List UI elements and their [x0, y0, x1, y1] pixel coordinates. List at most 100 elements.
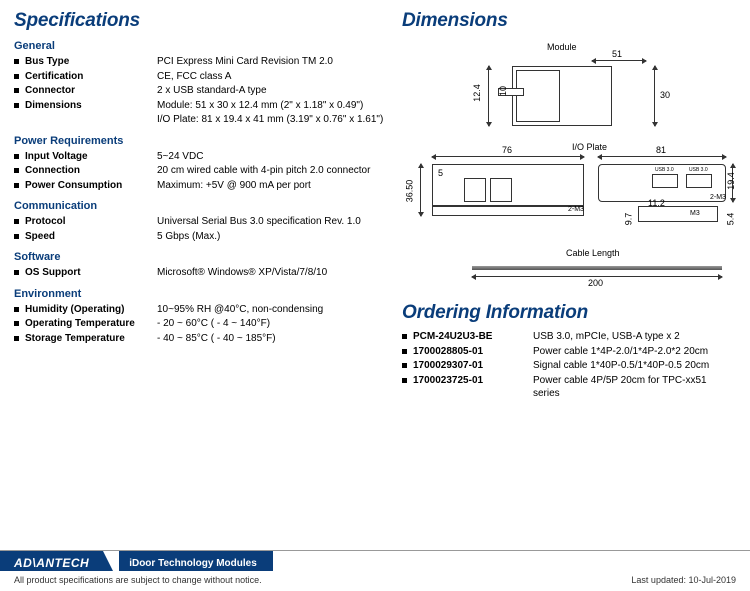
bullet-icon — [14, 219, 19, 224]
spec-label: 1700029307-01 — [413, 359, 533, 373]
spec-value: Signal cable 1*40P-0.5/1*40P-0.5 20cm — [533, 359, 736, 373]
footer-bar: AD\ANTECH iDoor Technology Modules — [0, 551, 750, 571]
spec-label: Certification — [25, 70, 157, 84]
spec-label: Bus Type — [25, 55, 157, 69]
spec-label: 1700028805-01 — [413, 345, 533, 359]
spec-label: Input Voltage — [25, 150, 157, 164]
ordering-title: Ordering Information — [402, 302, 736, 324]
bullet-icon — [14, 74, 19, 79]
spec-row: Bus TypePCI Express Mini Card Revision T… — [14, 55, 384, 69]
spec-label: Speed — [25, 230, 157, 244]
bullet-icon — [14, 307, 19, 312]
brand-triangle — [103, 551, 113, 571]
cable-label: Cable Length — [566, 248, 620, 258]
specifications-column: Specifications General Bus TypePCI Expre… — [14, 10, 384, 402]
cable-graphic — [472, 266, 722, 270]
spec-value: 20 cm wired cable with 4-pin pitch 2.0 c… — [157, 164, 384, 178]
bullet-icon — [14, 234, 19, 239]
footer-line: All product specifications are subject t… — [0, 571, 750, 591]
spec-value: Universal Serial Bus 3.0 specification R… — [157, 215, 384, 229]
bullet-icon — [14, 270, 19, 275]
spec-row: Input Voltage5~24 VDC — [14, 150, 384, 164]
bullet-icon — [14, 103, 19, 108]
spec-value: 5 Gbps (Max.) — [157, 230, 384, 244]
spec-value: 10~95% RH @40°C, non-condensing — [157, 303, 384, 317]
plate-right-usb2 — [686, 174, 712, 188]
dim-76: 76 — [502, 145, 512, 155]
plate-right-usb1 — [652, 174, 678, 188]
bullet-icon — [402, 334, 407, 339]
dim-81: 81 — [656, 145, 666, 155]
screw-2m3-b: 2-M3 — [710, 194, 726, 201]
screw-m3: M3 — [690, 210, 700, 217]
spec-value: Maximum: +5V @ 900 mA per port — [157, 179, 384, 193]
spec-row: Operating Temperature- 20 ~ 60°C ( - 4 ~… — [14, 317, 384, 331]
dim-module-h2 — [488, 66, 489, 126]
spec-label: Connection — [25, 164, 157, 178]
dim-124: 12.4 — [472, 84, 482, 102]
spec-value: CE, FCC class A — [157, 70, 384, 84]
bullet-icon — [14, 154, 19, 159]
spec-value: 5~24 VDC — [157, 150, 384, 164]
spec-label: OS Support — [25, 266, 157, 280]
group-general: General — [14, 40, 384, 52]
bullet-icon — [14, 59, 19, 64]
module-label: Module — [547, 42, 577, 52]
spec-value: Microsoft® Windows® XP/Vista/7/8/10 — [157, 266, 384, 280]
spec-row: OS SupportMicrosoft® Windows® XP/Vista/7… — [14, 266, 384, 280]
spec-row: DimensionsModule: 51 x 30 x 12.4 mm (2" … — [14, 99, 384, 113]
usb-lbl-2: USB 3.0 — [689, 167, 708, 173]
spec-row: ProtocolUniversal Serial Bus 3.0 specifi… — [14, 215, 384, 229]
page-content: Specifications General Bus TypePCI Expre… — [0, 0, 750, 402]
dim-plate-w-right — [598, 156, 726, 157]
plate-left-sub — [432, 206, 584, 216]
spec-value: - 40 ~ 85°C ( - 40 ~ 185°F) — [157, 332, 384, 346]
bullet-icon — [14, 336, 19, 341]
usb-lbl-1: USB 3.0 — [655, 167, 674, 173]
group-env: Environment — [14, 288, 384, 300]
bullet-icon — [402, 378, 407, 383]
spec-row: Speed5 Gbps (Max.) — [14, 230, 384, 244]
spec-label: Humidity (Operating) — [25, 303, 157, 317]
spec-row: PCM-24U2U3-BEUSB 3.0, mPCIe, USB-A type … — [402, 330, 736, 344]
dim-112: 11.2 — [648, 198, 665, 208]
dim-module-h-val: 30 — [660, 90, 670, 100]
spec-row: CertificationCE, FCC class A — [14, 70, 384, 84]
group-power: Power Requirements — [14, 135, 384, 147]
spec-value: 2 x USB standard-A type — [157, 84, 384, 98]
bullet-icon — [14, 321, 19, 326]
spec-label: Operating Temperature — [25, 317, 157, 331]
plate-right-bot — [638, 206, 718, 222]
group-software: Software — [14, 251, 384, 263]
spec-label: Dimensions — [25, 99, 157, 113]
dim-97: 9.7 — [623, 213, 633, 226]
plate-left-usb1 — [464, 178, 486, 202]
spec-label: Connector — [25, 84, 157, 98]
spec-label: Storage Temperature — [25, 332, 157, 346]
ioplate-label: I/O Plate — [572, 142, 607, 152]
footer-module-name: iDoor Technology Modules — [119, 551, 273, 571]
spec-value: Power cable 1*4P-2.0/1*4P-2.0*2 20cm — [533, 345, 736, 359]
spec-value: USB 3.0, mPCIe, USB-A type x 2 — [533, 330, 736, 344]
spec-value: Power cable 4P/5P 20cm for TPC-xx51 seri… — [533, 374, 736, 401]
footer: AD\ANTECH iDoor Technology Modules All p… — [0, 550, 750, 591]
spec-row: Connection20 cm wired cable with 4-pin p… — [14, 164, 384, 178]
brand-logo: AD\ANTECH — [0, 551, 103, 571]
specifications-title: Specifications — [14, 10, 384, 32]
dim-module-w-val: 51 — [612, 49, 622, 59]
spec-label: 1700023725-01 — [413, 374, 533, 388]
spec-label: Protocol — [25, 215, 157, 229]
dim-54: 5.4 — [725, 213, 735, 226]
spec-row: Humidity (Operating)10~95% RH @40°C, non… — [14, 303, 384, 317]
spec-row: I/O Plate: 81 x 19.4 x 41 mm (3.19" x 0.… — [14, 113, 384, 127]
dim-plate-h-left — [420, 164, 421, 216]
bullet-icon — [14, 183, 19, 188]
spec-row: 1700023725-01Power cable 4P/5P 20cm for … — [402, 374, 736, 401]
spec-label: PCM-24U2U3-BE — [413, 330, 533, 344]
dim-cable — [472, 276, 722, 277]
spec-row: Power ConsumptionMaximum: +5V @ 900 mA p… — [14, 179, 384, 193]
dim-200: 200 — [588, 278, 603, 288]
spec-label: Power Consumption — [25, 179, 157, 193]
bullet-icon — [402, 349, 407, 354]
module-inner — [516, 70, 560, 122]
